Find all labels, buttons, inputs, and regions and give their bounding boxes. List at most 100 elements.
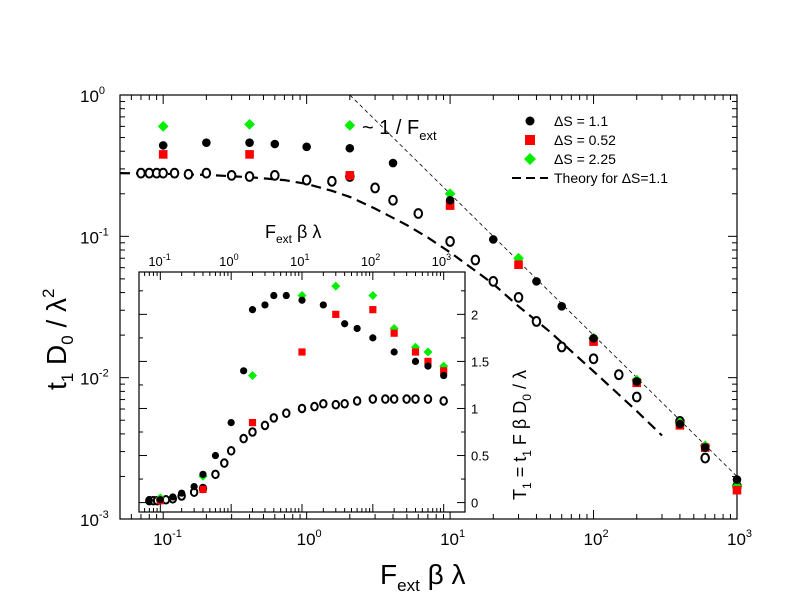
main-series-open-circle-point [158, 167, 168, 179]
theory-curve [119, 172, 663, 437]
main-series-circle-point [158, 141, 168, 150]
main-series-open-circle-point [488, 275, 499, 287]
main-x-tick-label: 102 [584, 528, 609, 549]
main-plot-frame [119, 94, 738, 520]
main-series-square-point [445, 201, 455, 210]
main-series-circle-point [732, 475, 742, 484]
main-series-square-point [158, 150, 168, 159]
main-x-tick-label: 10-1 [153, 528, 182, 549]
inset-series-diamond-point [247, 371, 257, 381]
inset-series-circle-point [319, 301, 327, 309]
inset-y-tick-label: 2 [471, 307, 478, 322]
main-series-diamond-point [244, 118, 255, 130]
main-x-tick-label: 103 [727, 528, 752, 549]
inset-y-tick-label: 1.5 [471, 354, 489, 369]
inset-series-circle-point [390, 348, 398, 356]
inset-x-tick-label: 103 [432, 252, 451, 269]
inset-series-circle-point [169, 493, 177, 501]
main-series-open-circle-point [370, 182, 380, 194]
inset-ticks [138, 272, 466, 512]
inset-series-circle-point [190, 482, 198, 491]
main-y-tick-label: 10-2 [80, 368, 109, 389]
inset-series-open-circle-point [248, 427, 257, 437]
main-series-circle-point [488, 235, 498, 244]
main-series-open-circle-point [531, 316, 542, 327]
inset-series-circle-point [440, 371, 448, 380]
inset-series-open-circle-point [319, 398, 328, 409]
inset-series-circle-point [178, 489, 186, 497]
inset-points-layer [145, 281, 449, 506]
main-series-open-circle-point [513, 291, 524, 303]
inset-series-square-point [411, 348, 420, 356]
legend-marker-circle [525, 116, 535, 126]
legend-marker-diamond [524, 153, 536, 165]
main-points-layer [136, 118, 743, 495]
inset-series-circle-point [298, 296, 306, 304]
inset-y-axis-label: T1 = t1 F β D0 / λ [510, 370, 534, 500]
main-series-open-circle-point [136, 167, 146, 179]
inset-series-open-circle-point [297, 403, 307, 414]
inset-series-square-point [440, 367, 448, 375]
main-series-circle-point [245, 138, 254, 147]
main-y-axis-label: t1 D0 / λ2 [39, 288, 77, 390]
guide-annotation: ~ 1 / Fext [362, 117, 437, 143]
main-series-square-point [514, 260, 523, 269]
inset-series-square-point [390, 329, 398, 337]
legend-marker-square [525, 135, 535, 145]
inset-x-axis-label: Fext β λ [265, 222, 321, 246]
main-series-open-circle-point [270, 169, 280, 181]
main-series-circle-point [632, 377, 642, 386]
inset-series-circle-point [353, 324, 361, 333]
inset-series-open-circle-point [411, 394, 420, 404]
main-x-axis-label: Fext β λ [380, 559, 465, 595]
inset-x-tick-label: 101 [290, 252, 309, 269]
inset-series-circle-point [227, 418, 235, 427]
inset-series-open-circle-point [368, 394, 378, 404]
legend: ΔS = 1.1 ΔS = 0.52 ΔS = 2.25 Theory for … [512, 113, 668, 186]
main-series-open-circle-point [301, 174, 312, 186]
inset-series-open-circle-point [331, 399, 341, 410]
inset-series-square-point [298, 348, 306, 356]
inset-series-circle-point [424, 362, 432, 370]
main-series-circle-point [700, 443, 710, 452]
main-series-open-circle-point [183, 168, 194, 180]
inset-series-open-circle-point [439, 396, 448, 406]
main-series-diamond-point [157, 120, 169, 132]
inset-y-tick-label: 0.5 [471, 449, 489, 464]
inset-series-diamond-point [368, 291, 378, 301]
inset-series-open-circle-point [310, 401, 319, 412]
inset-x-tick-label: 100 [219, 252, 238, 269]
main-y-tick-label: 10-1 [80, 226, 109, 247]
main-series-open-circle-point [614, 369, 624, 381]
main-series-open-circle-point [588, 353, 599, 365]
inset-series-open-circle-point [260, 420, 270, 431]
inset-y-tick-label: 0 [471, 496, 478, 511]
inset-series-square-point [424, 357, 432, 366]
inset-x-tick-label: 10-1 [148, 252, 170, 269]
inset-series-square-point [199, 485, 207, 494]
main-series-open-circle-point [700, 452, 710, 464]
inset-series-diamond-point [423, 347, 433, 357]
main-series-open-circle-point [169, 167, 180, 179]
main-series-open-circle-point [226, 169, 237, 181]
inset-series-circle-point [282, 291, 290, 300]
inset-series-diamond-point [331, 281, 341, 291]
main-y-tick-label: 100 [80, 85, 105, 106]
inset-plot-frame [138, 271, 466, 513]
main-series-open-circle-point [413, 208, 424, 219]
main-series-circle-point [202, 138, 211, 147]
legend-label-4: Theory for ΔS=1.1 [554, 170, 668, 186]
legend-label-1: ΔS = 1.1 [554, 113, 608, 129]
inset-series-circle-point [248, 306, 257, 314]
inset-series-circle-point [411, 357, 420, 366]
main-ticks [119, 94, 738, 520]
main-series-circle-point [557, 301, 567, 311]
inset-series-open-circle-point [340, 398, 349, 409]
main-series-diamond-point [444, 188, 456, 200]
inset-series-open-circle-point [389, 394, 399, 404]
inset-series-circle-point [341, 320, 349, 328]
inset-series-open-circle-point [226, 446, 236, 456]
main-x-tick-label: 100 [297, 528, 322, 549]
main-series-circle-point [445, 195, 455, 205]
inset-series-open-circle-point [282, 408, 291, 418]
